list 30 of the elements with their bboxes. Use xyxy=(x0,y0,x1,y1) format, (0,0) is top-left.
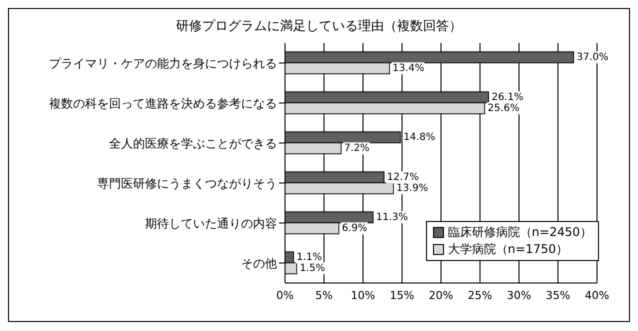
data-label: 26.1% xyxy=(492,92,524,103)
data-label: 13.9% xyxy=(396,182,428,194)
y-tick-label: 専門医研修にうまくつながりそう xyxy=(97,176,277,190)
data-label: 37.0% xyxy=(576,52,608,63)
x-tick-label: 40% xyxy=(584,288,610,302)
data-label: 13.4% xyxy=(392,62,424,74)
x-tick-label: 0% xyxy=(276,288,294,302)
data-label: 14.8% xyxy=(403,132,436,143)
y-tick-label: 複数の科を回って進路を決める参考になる xyxy=(49,96,277,110)
x-tick-label: 15% xyxy=(390,288,414,302)
y-tick-label: その他 xyxy=(241,256,277,270)
y-tick-label: 全人的医療を学ぶことができる xyxy=(109,136,277,150)
data-label: 1.5% xyxy=(300,262,326,274)
data-label: 6.9% xyxy=(342,222,368,234)
legend-label: 大学病院（n=1750） xyxy=(448,241,568,258)
y-tick-label: 期待していた通りの内容 xyxy=(145,216,277,230)
legend-label: 臨床研修病院（n=2450） xyxy=(448,224,592,241)
data-label: 1.1% xyxy=(296,252,322,263)
data-label: 7.2% xyxy=(344,142,370,154)
y-tick-label: プライマリ・ケアの能力を身につけられる xyxy=(49,56,277,70)
x-tick-label: 35% xyxy=(546,288,570,302)
data-label: 11.3% xyxy=(376,212,408,223)
x-tick-label: 10% xyxy=(350,288,376,302)
chart-title: 研修プログラムに満足している理由（複数回答） xyxy=(175,18,463,35)
x-tick-label: 20% xyxy=(428,288,454,302)
data-label: 25.6% xyxy=(488,102,520,114)
x-tick-label: 30% xyxy=(506,288,532,302)
x-tick-label: 5% xyxy=(315,288,333,302)
data-label: 12.7% xyxy=(387,172,419,183)
x-tick-label: 25% xyxy=(468,288,492,302)
